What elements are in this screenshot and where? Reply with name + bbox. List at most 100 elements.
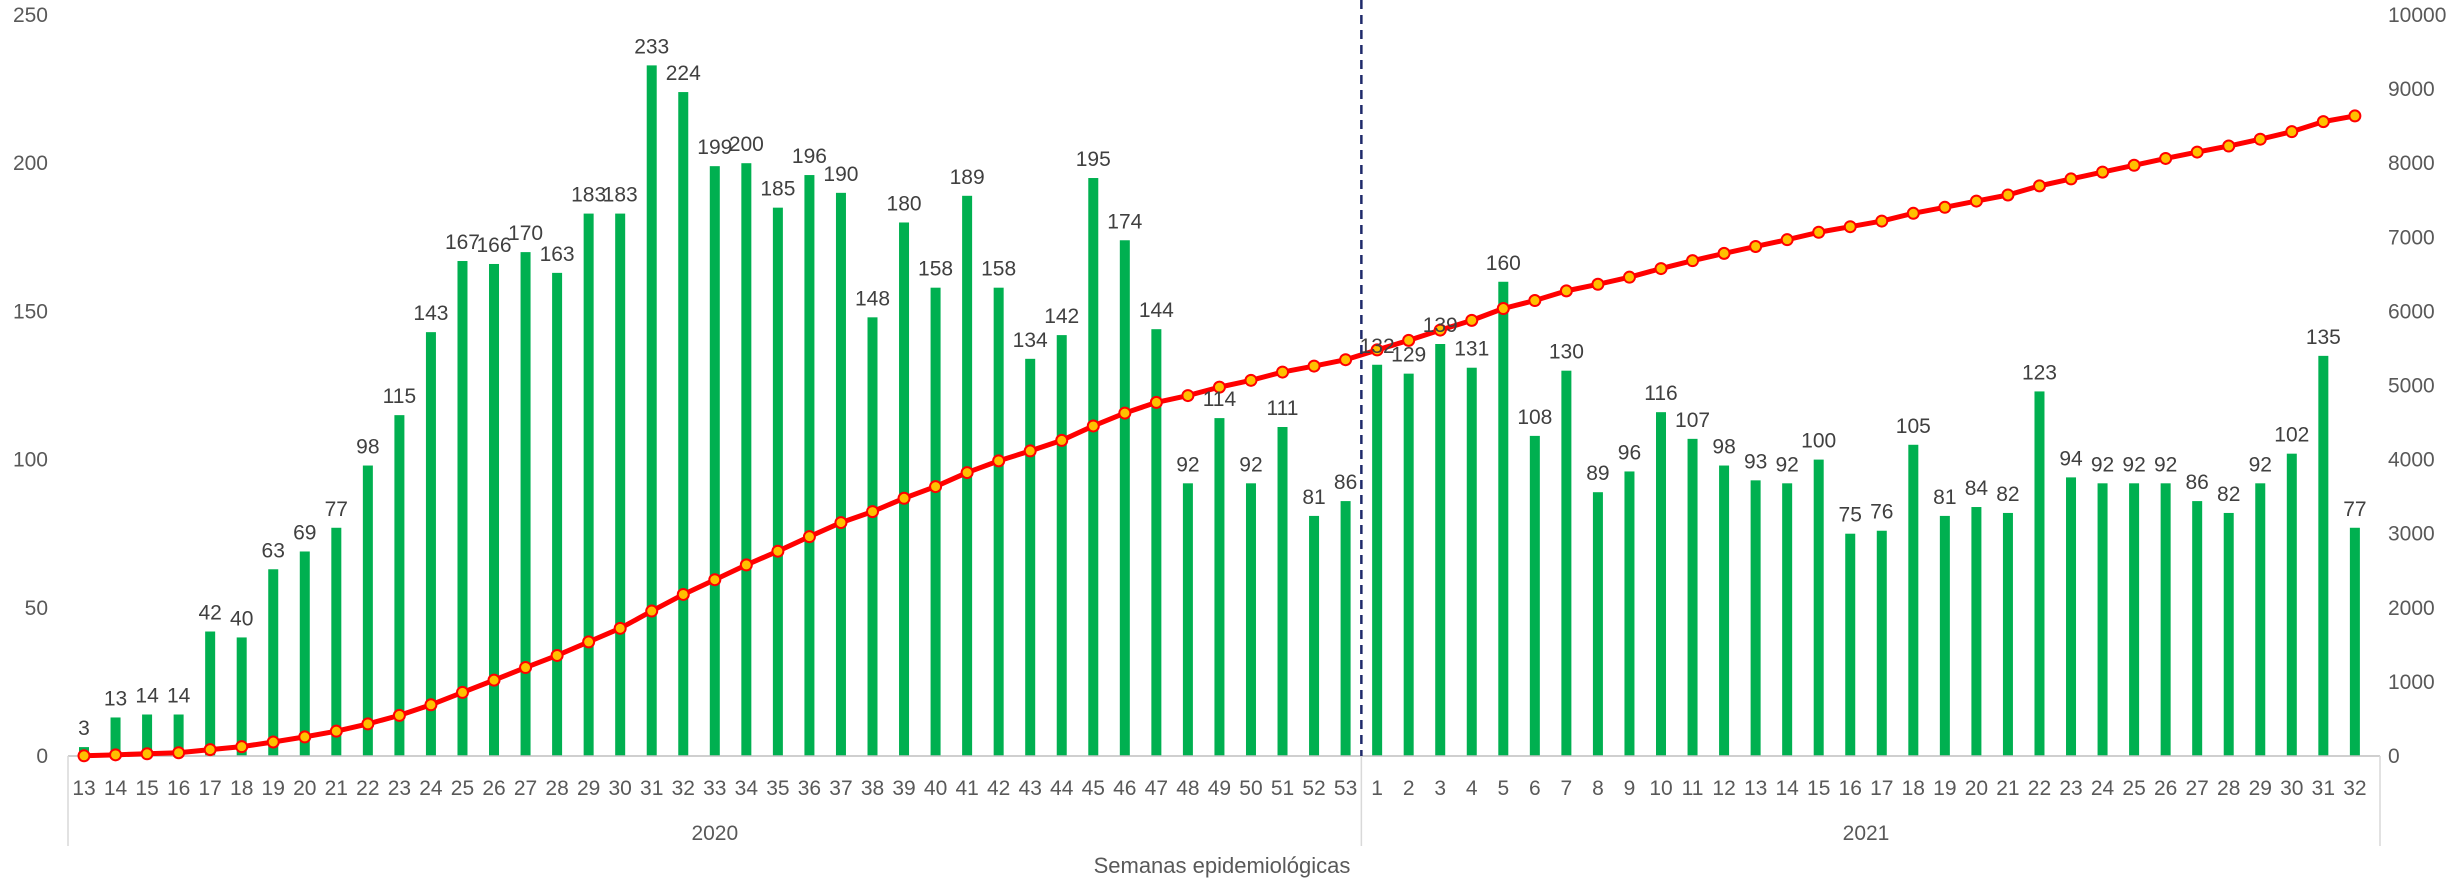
x-tick-label: 14 [1775,777,1799,800]
bar [236,637,247,756]
bar-data-label: 92 [1775,453,1798,476]
line-marker [929,480,943,494]
line-marker [2253,132,2267,146]
bar-data-label: 160 [1486,252,1521,275]
bar-data-label: 77 [325,498,348,521]
bar [2318,355,2329,756]
bar [1656,412,1666,756]
line-marker [1055,433,1069,447]
bar [1939,515,1950,756]
left-y-tick-label: 50 [25,597,48,620]
x-tick-label: 32 [672,777,695,800]
bar-data-label: 200 [729,133,764,156]
line-marker [1812,225,1826,239]
x-tick-label: 46 [1113,777,1136,800]
x-tick-label: 4 [1466,777,1478,800]
bar-data-label: 183 [571,184,606,207]
line-marker [866,505,879,519]
line-marker [1528,294,1542,308]
bar-data-label: 143 [413,302,448,325]
x-tick-label: 22 [2028,777,2051,800]
bar [1498,281,1509,756]
bar-data-label: 183 [603,184,638,207]
line-marker [1906,206,1920,220]
bar-data-label: 81 [1302,486,1325,509]
line-marker [960,466,974,480]
bar [2255,483,2266,756]
bar [709,166,720,756]
x-tick-label: 15 [135,777,158,800]
bar-data-label: 139 [1423,314,1458,337]
x-tick-label: 25 [451,777,474,800]
bar [1119,240,1130,756]
x-tick-label: 35 [766,777,789,800]
x-tick-label: 28 [545,777,568,800]
line-marker [1717,246,1731,260]
x-tick-label: 38 [861,777,884,800]
bar [110,717,121,756]
bar [930,287,941,756]
bar-data-label: 93 [1744,450,1767,473]
line-marker [645,604,659,618]
bar [2066,477,2077,756]
bar-data-label: 84 [1965,477,1989,500]
right-y-tick-label: 1000 [2388,671,2435,694]
bar [2286,453,2297,756]
line-marker [77,749,91,763]
left-y-tick-label: 250 [13,4,48,27]
line-marker [582,635,596,649]
line-marker [2001,188,2015,202]
bar [993,287,1004,756]
line-marker [992,454,1006,468]
bar [2192,501,2203,756]
line-marker [1749,239,1763,253]
right-y-tick-label: 0 [2388,745,2400,768]
line-marker [2032,179,2046,193]
x-tick-label: 10 [1649,777,1672,800]
x-tick-label: 33 [703,777,726,800]
x-tick-label: 41 [955,777,978,800]
bar [331,527,342,756]
x-tick-label: 40 [924,777,947,800]
x-tick-label: 50 [1239,777,1262,800]
year-group-label: 2021 [1843,822,1890,845]
bar [1624,471,1635,756]
bar-data-label: 76 [1870,501,1893,524]
line-marker [203,743,217,757]
line-marker [424,698,438,712]
bar-data-label: 100 [1801,430,1836,453]
x-axis-title: Semanas epidemiológicas [1094,853,1351,878]
x-tick-label: 32 [2343,777,2366,800]
bar [1561,370,1572,756]
x-tick-label: 3 [1434,777,1446,800]
bar-data-label: 77 [2343,498,2366,521]
bar-data-label: 89 [1586,462,1609,485]
bar [142,714,153,756]
bar [1056,335,1067,756]
bar [1309,515,1320,756]
x-tick-label: 5 [1497,777,1509,800]
bar-data-label: 96 [1618,441,1641,464]
line-marker [361,717,375,731]
line-marker [1780,233,1794,247]
x-tick-label: 24 [2091,777,2115,800]
bar [268,569,279,756]
bar-data-label: 14 [135,685,159,708]
x-axis: 13 14 15 16 17 18 19 20 21 22 23 24 25 26 27 28 29 30 31 32… [67,755,2381,846]
line-marker [172,746,186,760]
bar-data-label: 86 [2186,471,2209,494]
line-marker [1086,419,1100,433]
bar-data-label: 107 [1675,409,1710,432]
bar [1372,364,1383,756]
x-tick-label: 53 [1334,777,1357,800]
x-tick-label: 34 [735,777,759,800]
bar [1813,459,1824,756]
year-group-label: 2020 [691,822,738,845]
line-marker [1654,262,1668,276]
bar-data-label: 142 [1044,305,1079,328]
bar [2034,391,2045,756]
bar-series [79,65,2360,757]
bar-data-label: 134 [1013,329,1048,352]
